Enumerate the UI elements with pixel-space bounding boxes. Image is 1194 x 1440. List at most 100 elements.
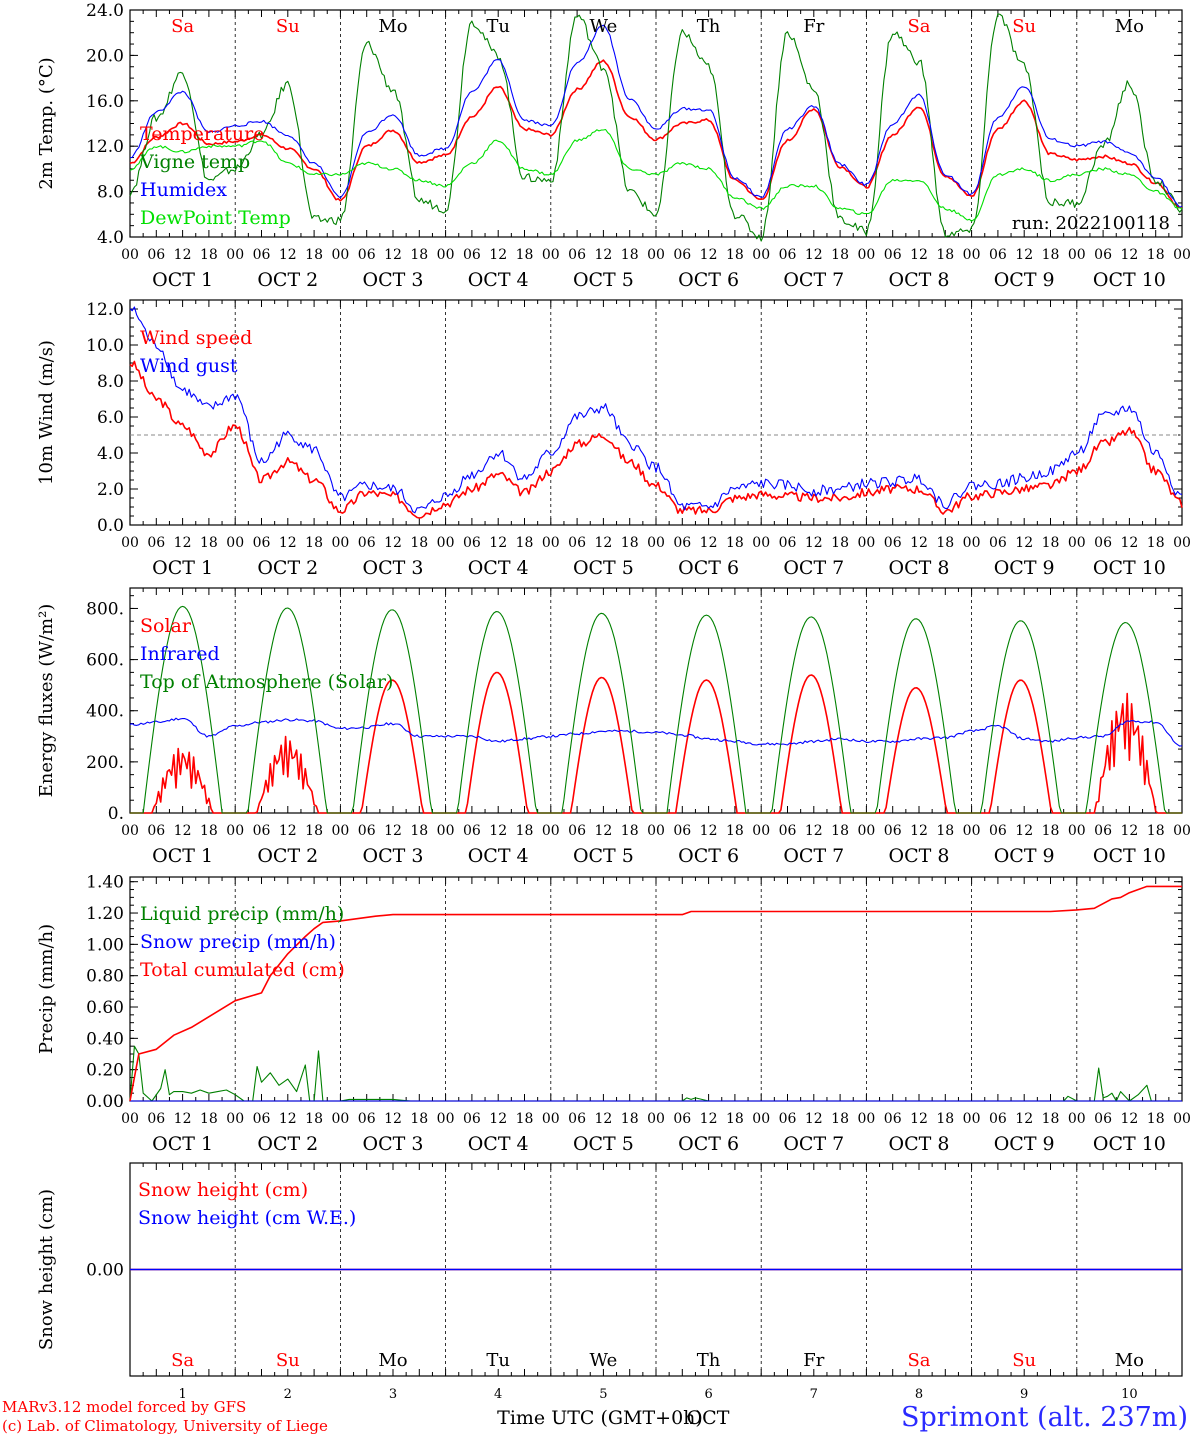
- y-tick-label: 1.00: [86, 935, 124, 955]
- panel-frame: [129, 587, 1183, 814]
- legend-entry: Snow height (cm W.E.): [138, 1207, 356, 1229]
- weekday-label: Th: [697, 16, 721, 37]
- hour-tick-label: 12: [1120, 535, 1138, 551]
- hour-tick-label: 06: [779, 1111, 797, 1127]
- hour-tick-label: 18: [410, 247, 428, 263]
- hour-tick-label: 12: [700, 535, 718, 551]
- weekday-label: Mo: [1115, 1350, 1144, 1371]
- hour-tick-label: 00: [752, 535, 770, 551]
- hour-tick-label: 06: [884, 247, 902, 263]
- hour-tick-label: 06: [779, 247, 797, 263]
- day-number: 1: [178, 1387, 186, 1402]
- hour-tick-label: 18: [831, 823, 849, 839]
- day-number: 5: [599, 1387, 607, 1402]
- hour-tick-label: 06: [147, 535, 165, 551]
- x-axis-month: OCT: [687, 1407, 730, 1429]
- y-tick-label: 0.00: [86, 1092, 124, 1112]
- day-label: OCT 2: [257, 269, 318, 291]
- hour-tick-label: 12: [700, 823, 718, 839]
- hour-tick-label: 00: [542, 823, 560, 839]
- legend-entry: DewPoint Temp: [140, 207, 291, 229]
- hour-tick-label: 06: [884, 823, 902, 839]
- hour-tick-label: 18: [200, 535, 218, 551]
- hour-tick-label: 00: [121, 1111, 139, 1127]
- hour-tick-label: 06: [253, 823, 271, 839]
- hour-tick-label: 06: [253, 1111, 271, 1127]
- y-tick-label: 12.0: [86, 137, 124, 157]
- day-label: OCT 5: [573, 269, 634, 291]
- day-number: 6: [704, 1387, 712, 1402]
- hour-tick-label: 18: [200, 1111, 218, 1127]
- y-tick-label: 16.0: [86, 92, 124, 112]
- legend-entry: Total cumulated (cm): [140, 959, 345, 981]
- hour-tick-label: 12: [1015, 247, 1033, 263]
- y-tick-label: 200.: [86, 753, 124, 773]
- day-label: OCT 6: [678, 845, 739, 867]
- hour-tick-label: 06: [673, 535, 691, 551]
- series-total-cumulated-cm: [129, 885, 1182, 1102]
- day-number: 10: [1121, 1387, 1138, 1402]
- hour-tick-label: 12: [174, 247, 192, 263]
- legend-entry: Humidex: [140, 179, 227, 201]
- y-tick-label: 0.80: [86, 967, 124, 987]
- legend-entry: Wind speed: [140, 327, 252, 349]
- weekday-label: Mo: [1115, 16, 1144, 37]
- y-tick-label: 6.0: [97, 408, 124, 428]
- hour-tick-label: 18: [516, 247, 534, 263]
- hour-tick-label: 18: [726, 823, 744, 839]
- hour-tick-label: 06: [147, 247, 165, 263]
- hour-tick-label: 00: [647, 1111, 665, 1127]
- hour-tick-label: 18: [621, 823, 639, 839]
- hour-tick-label: 00: [1068, 823, 1086, 839]
- day-label: OCT 9: [994, 269, 1055, 291]
- hour-tick-label: 00: [542, 1111, 560, 1127]
- y-tick-label: 1.20: [86, 904, 124, 924]
- series-temperature: [129, 59, 1183, 209]
- hour-tick-label: 18: [936, 535, 954, 551]
- weekday-label: Su: [1012, 1350, 1036, 1371]
- weekday-label: Fr: [803, 1350, 824, 1371]
- hour-tick-label: 00: [647, 535, 665, 551]
- hour-tick-label: 00: [437, 535, 455, 551]
- hour-tick-label: 00: [542, 535, 560, 551]
- hour-tick-label: 06: [358, 823, 376, 839]
- day-label: OCT 1: [152, 557, 213, 579]
- hour-tick-label: 00: [542, 247, 560, 263]
- hour-tick-label: 12: [1120, 823, 1138, 839]
- hour-tick-label: 18: [305, 247, 323, 263]
- weekday-label: Mo: [378, 1350, 407, 1371]
- y-axis-label: Snow height (cm): [36, 1189, 57, 1350]
- day-label: OCT 8: [889, 845, 950, 867]
- day-label: OCT 6: [678, 1133, 739, 1155]
- y-axis-label: Precip (mm/h): [36, 924, 57, 1054]
- hour-tick-label: 06: [989, 823, 1007, 839]
- hour-tick-label: 06: [673, 1111, 691, 1127]
- hour-tick-label: 06: [463, 247, 481, 263]
- weekday-label: Tu: [486, 16, 510, 37]
- hour-tick-label: 06: [989, 1111, 1007, 1127]
- hour-tick-label: 18: [621, 1111, 639, 1127]
- hour-tick-label: 12: [805, 247, 823, 263]
- hour-tick-label: 18: [1042, 1111, 1060, 1127]
- hour-tick-label: 06: [1094, 823, 1112, 839]
- hour-tick-label: 18: [621, 535, 639, 551]
- day-label: OCT 2: [257, 557, 318, 579]
- hour-tick-label: 12: [174, 823, 192, 839]
- y-tick-label: 800.: [86, 599, 124, 619]
- hour-tick-label: 00: [1173, 535, 1191, 551]
- hour-tick-label: 12: [384, 535, 402, 551]
- hour-tick-label: 12: [1015, 823, 1033, 839]
- hour-tick-label: 12: [489, 247, 507, 263]
- y-tick-label: 12.0: [86, 300, 124, 320]
- hour-tick-label: 06: [779, 823, 797, 839]
- series-infrared: [129, 717, 1183, 747]
- hour-tick-label: 06: [463, 535, 481, 551]
- hour-tick-label: 00: [1068, 1111, 1086, 1127]
- weekday-label: Sa: [171, 1350, 194, 1371]
- hour-tick-label: 12: [805, 535, 823, 551]
- hour-tick-label: 12: [594, 1111, 612, 1127]
- legend-entry: Wind gust: [140, 355, 238, 377]
- hour-tick-label: 00: [1173, 247, 1191, 263]
- panel-wind: 0.0 2.0 4.0 6.0 8.0 10.0 12.0 10m Wind (m/s) Win…: [36, 299, 1191, 579]
- day-label: OCT 9: [994, 845, 1055, 867]
